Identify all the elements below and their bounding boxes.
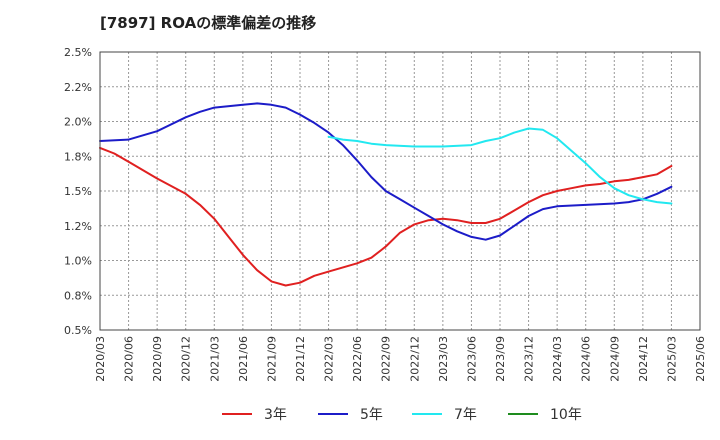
y-tick-label: 1.8% bbox=[64, 150, 92, 163]
chart-title: [7897] ROAの標準偏差の推移 bbox=[100, 14, 317, 32]
x-tick-label: 2023/12 bbox=[523, 336, 536, 382]
x-tick-label: 2023/06 bbox=[465, 336, 478, 382]
y-tick-label: 0.5% bbox=[64, 324, 92, 337]
x-tick-label: 2020/03 bbox=[94, 336, 107, 382]
x-tick-label: 2020/12 bbox=[180, 336, 193, 382]
series-line-7年 bbox=[327, 127, 673, 205]
y-tick-label: 1.2% bbox=[64, 220, 92, 233]
x-tick-label: 2023/09 bbox=[494, 336, 507, 382]
x-axis-tick-labels: 2020/03 2020/06 2020/09 2020/12 2021/03 2021/… bbox=[94, 336, 707, 382]
x-tick-label: 2025/06 bbox=[694, 336, 707, 382]
y-tick-label: 2.2% bbox=[64, 81, 92, 94]
y-tick-label: 0.8% bbox=[64, 289, 92, 302]
x-tick-label: 2024/06 bbox=[580, 336, 593, 382]
legend-label: 5年 bbox=[360, 407, 383, 423]
plot-frame bbox=[99, 51, 701, 331]
x-tick-label: 2024/03 bbox=[551, 336, 564, 382]
y-axis-tick-labels: 0.5% 0.8% 1.0% 1.2% 1.5% 1.8% 2.0% 2.2% 2.5% bbox=[64, 46, 92, 337]
legend: 3年 5年 7年 10年 bbox=[222, 407, 582, 423]
y-tick-label: 2.5% bbox=[64, 46, 92, 59]
x-tick-label: 2025/03 bbox=[665, 336, 678, 382]
legend-label: 10年 bbox=[550, 407, 582, 423]
x-tick-label: 2022/03 bbox=[323, 336, 336, 382]
grid-layer bbox=[100, 52, 700, 330]
y-tick-label: 1.0% bbox=[64, 255, 92, 268]
legend-label: 7年 bbox=[454, 407, 477, 423]
series-line-5年 bbox=[99, 102, 673, 241]
legend-label: 3年 bbox=[264, 407, 287, 423]
x-tick-label: 2023/03 bbox=[437, 336, 450, 382]
series-layer bbox=[99, 102, 673, 287]
x-tick-label: 2021/12 bbox=[294, 336, 307, 382]
y-tick-label: 1.5% bbox=[64, 185, 92, 198]
x-tick-label: 2020/06 bbox=[123, 336, 136, 382]
series-line-3年 bbox=[99, 146, 673, 287]
x-tick-label: 2021/06 bbox=[237, 336, 250, 382]
x-tick-label: 2021/03 bbox=[208, 336, 221, 382]
x-tick-label: 2024/12 bbox=[637, 336, 650, 382]
y-tick-label: 2.0% bbox=[64, 116, 92, 129]
x-tick-label: 2022/09 bbox=[380, 336, 393, 382]
x-tick-label: 2021/09 bbox=[265, 336, 278, 382]
x-tick-label: 2022/12 bbox=[408, 336, 421, 382]
x-tick-label: 2020/09 bbox=[151, 336, 164, 382]
x-tick-label: 2022/06 bbox=[351, 336, 364, 382]
x-tick-label: 2024/09 bbox=[608, 336, 621, 382]
